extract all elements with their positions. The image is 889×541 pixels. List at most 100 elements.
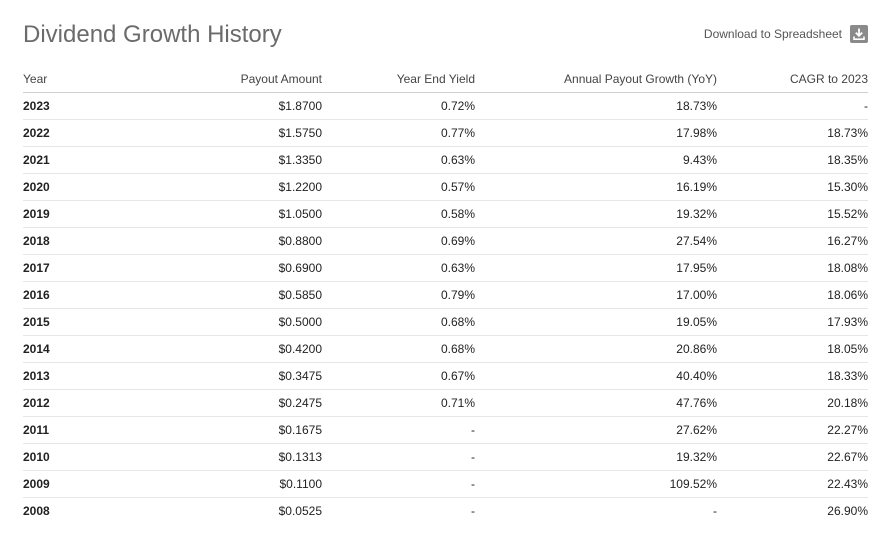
table-row: 2021 $1.3350 0.63% 9.43% 18.35% — [23, 146, 868, 174]
cell-year-end-yield: 0.58% — [322, 200, 475, 228]
cell-payout-amount: $1.3350 — [143, 146, 322, 174]
cell-cagr: 18.33% — [717, 362, 868, 390]
table-row: 2014 $0.4200 0.68% 20.86% 18.05% — [23, 335, 868, 363]
cell-cagr: 18.35% — [717, 146, 868, 174]
cell-year-end-yield: 0.63% — [322, 146, 475, 174]
cell-payout-amount: $0.5850 — [143, 281, 322, 309]
cell-annual-payout-growth: 40.40% — [475, 362, 717, 390]
cell-payout-amount: $0.6900 — [143, 254, 322, 282]
cell-cagr: 22.67% — [717, 443, 868, 471]
cell-year: 2009 — [23, 470, 143, 498]
table-row: 2013 $0.3475 0.67% 40.40% 18.33% — [23, 362, 868, 390]
cell-year: 2015 — [23, 308, 143, 336]
cell-annual-payout-growth: 18.73% — [475, 92, 717, 120]
cell-payout-amount: $0.4200 — [143, 335, 322, 363]
cell-annual-payout-growth: 19.05% — [475, 308, 717, 336]
cell-year-end-yield: 0.77% — [322, 119, 475, 147]
cell-year-end-yield: - — [322, 443, 475, 471]
cell-payout-amount: $0.1313 — [143, 443, 322, 471]
table-row: 2015 $0.5000 0.68% 19.05% 17.93% — [23, 308, 868, 336]
cell-annual-payout-growth: 47.76% — [475, 389, 717, 417]
column-header-cagr: CAGR to 2023 — [717, 65, 868, 93]
table-row: 2011 $0.1675-27.62% 22.27% — [23, 416, 868, 444]
table-row: 2020 $1.2200 0.57% 16.19% 15.30% — [23, 173, 868, 201]
cell-annual-payout-growth: 9.43% — [475, 146, 717, 174]
cell-cagr: 15.30% — [717, 173, 868, 201]
cell-cagr: 22.27% — [717, 416, 868, 444]
cell-payout-amount: $0.8800 — [143, 227, 322, 255]
cell-year: 2010 — [23, 443, 143, 471]
cell-year: 2018 — [23, 227, 143, 255]
cell-year: 2011 — [23, 416, 143, 444]
cell-annual-payout-growth: 19.32% — [475, 200, 717, 228]
cell-year: 2017 — [23, 254, 143, 282]
download-icon[interactable] — [850, 25, 868, 43]
cell-payout-amount: $0.0525 — [278, 504, 322, 518]
table-row: 2019 $1.0500 0.58% 19.32% 15.52% — [23, 200, 868, 228]
column-header-year-end-yield: Year End Yield — [322, 65, 475, 93]
cell-year: 2016 — [23, 281, 143, 309]
cell-year: 2021 — [23, 146, 143, 174]
cell-cagr: 20.18% — [717, 389, 868, 417]
column-header-annual-payout-growth: Annual Payout Growth (YoY) — [475, 65, 717, 93]
cell-payout-amount: $0.1675 — [143, 416, 322, 444]
cell-annual-payout-growth: 17.95% — [475, 254, 717, 282]
cell-year-end-yield: - — [322, 470, 475, 498]
cell-cagr: 18.73% — [717, 119, 868, 147]
column-header-year: Year — [23, 65, 143, 93]
cell-year-end-yield: - — [322, 416, 475, 444]
table-row: 2018 $0.8800 0.69% 27.54% 16.27% — [23, 227, 868, 255]
table-row: 2022 $1.5750 0.77% 17.98% 18.73% — [23, 119, 868, 147]
cell-payout-amount: $0.2475 — [143, 389, 322, 417]
cell-annual-payout-growth: 27.54% — [475, 227, 717, 255]
download-spreadsheet-button[interactable]: Download to Spreadsheet — [704, 25, 868, 43]
table-row: 2010 $0.1313-19.32% 22.67% — [23, 443, 868, 471]
cell-year: 2013 — [23, 362, 143, 390]
table-row: 2016 $0.5850 0.79% 17.00% 18.06% — [23, 281, 868, 309]
cell-annual-payout-growth: 17.98% — [475, 119, 717, 147]
cell-annual-payout-growth: 16.19% — [475, 173, 717, 201]
cell-year: 2020 — [23, 173, 143, 201]
cell-cagr: 26.90% — [827, 504, 868, 518]
cell-year-end-yield: 0.69% — [322, 227, 475, 255]
cell-cagr: 17.93% — [717, 308, 868, 336]
table-row: 2012 $0.2475 0.71% 47.76% 20.18% — [23, 389, 868, 417]
cell-payout-amount: $0.1100 — [143, 470, 322, 498]
cell-cagr: 18.05% — [717, 335, 868, 363]
cell-year: 2022 — [23, 119, 143, 147]
cell-annual-payout-growth: 17.00% — [475, 281, 717, 309]
table-row: 2009 $0.1100-109.52% 22.43% — [23, 470, 868, 498]
cell-cagr: 18.06% — [717, 281, 868, 309]
cell-payout-amount: $1.5750 — [143, 119, 322, 147]
cell-year: 2008 — [23, 504, 50, 518]
cell-year-end-yield: 0.68% — [322, 335, 475, 363]
column-header-payout-amount: Payout Amount — [143, 65, 322, 93]
cell-year: 2014 — [23, 335, 143, 363]
cell-payout-amount: $1.0500 — [143, 200, 322, 228]
cell-year-end-yield: 0.71% — [322, 389, 475, 417]
cell-payout-amount: $1.8700 — [143, 92, 322, 120]
cell-payout-amount: $0.3475 — [143, 362, 322, 390]
table-row: 2023 $1.8700 0.72% 18.73% - — [23, 92, 868, 120]
cell-cagr: - — [717, 92, 868, 120]
table-row: 2017 $0.6900 0.63% 17.95% 18.08% — [23, 254, 868, 282]
cell-cagr: 15.52% — [717, 200, 868, 228]
download-spreadsheet-label[interactable]: Download to Spreadsheet — [703, 27, 842, 41]
cell-year-end-yield: 0.68% — [322, 308, 475, 336]
page-title: Dividend Growth History — [23, 21, 282, 48]
cell-annual-payout-growth: 20.86% — [475, 335, 717, 363]
cell-year-end-yield: 0.67% — [322, 362, 475, 390]
cell-cagr: 22.43% — [717, 470, 868, 498]
cell-year: 2023 — [23, 92, 143, 120]
cell-year-end-yield: - — [471, 504, 475, 518]
cell-payout-amount: $1.2200 — [143, 173, 322, 201]
cell-year-end-yield: 0.57% — [322, 173, 475, 201]
cell-annual-payout-growth: 109.52% — [475, 470, 717, 498]
page-header: Dividend Growth History Download to Spre… — [23, 20, 868, 52]
cell-year-end-yield: 0.79% — [322, 281, 475, 309]
table-header-row: Year Payout Amount Year End Yield Annual… — [23, 65, 868, 93]
table-row: 2008 $0.0525 - - 26.90% — [23, 498, 868, 525]
dividend-growth-table: Year Payout Amount Year End Yield Annual… — [23, 65, 868, 524]
cell-payout-amount: $0.5000 — [143, 308, 322, 336]
cell-year-end-yield: 0.72% — [322, 92, 475, 120]
